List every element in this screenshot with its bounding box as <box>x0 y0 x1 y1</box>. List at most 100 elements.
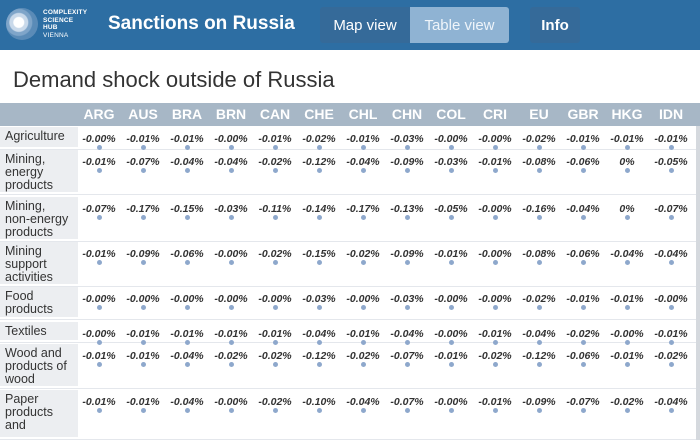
table-cell[interactable]: -0.07% <box>390 396 424 408</box>
table-cell[interactable]: -0.01% <box>82 396 116 408</box>
table-cell[interactable]: -0.00% <box>214 133 248 145</box>
table-cell[interactable]: -0.04% <box>654 248 688 260</box>
table-cell[interactable]: -0.17% <box>346 203 380 215</box>
table-cell[interactable]: -0.00% <box>478 203 512 215</box>
table-cell[interactable]: -0.01% <box>214 328 248 340</box>
table-cell[interactable]: 0% <box>619 156 635 168</box>
table-cell[interactable]: -0.02% <box>302 133 336 145</box>
table-cell[interactable]: -0.00% <box>434 293 468 305</box>
column-header-chl[interactable]: CHL <box>348 106 378 122</box>
table-cell[interactable]: -0.04% <box>566 203 600 215</box>
column-header-aus[interactable]: AUS <box>128 106 158 122</box>
column-header-can[interactable]: CAN <box>259 106 291 122</box>
column-header-arg[interactable]: ARG <box>83 106 115 122</box>
table-cell[interactable]: -0.01% <box>126 328 160 340</box>
table-cell[interactable]: -0.01% <box>610 133 644 145</box>
table-cell[interactable]: -0.07% <box>654 203 688 215</box>
table-cell[interactable]: -0.00% <box>434 133 468 145</box>
table-cell[interactable]: -0.03% <box>302 293 336 305</box>
table-cell[interactable]: -0.02% <box>258 248 292 260</box>
table-cell[interactable]: -0.06% <box>566 156 600 168</box>
table-cell[interactable]: -0.00% <box>82 328 116 340</box>
table-cell[interactable]: -0.00% <box>346 293 380 305</box>
table-cell[interactable]: -0.00% <box>214 396 248 408</box>
table-cell[interactable]: -0.07% <box>390 350 424 362</box>
table-cell[interactable]: -0.02% <box>654 350 688 362</box>
table-cell[interactable]: -0.01% <box>346 133 380 145</box>
table-cell[interactable]: -0.00% <box>126 293 160 305</box>
column-header-eu[interactable]: EU <box>529 106 549 122</box>
column-header-cri[interactable]: CRI <box>482 106 508 122</box>
table-cell[interactable]: 0% <box>619 203 635 215</box>
table-cell[interactable]: -0.04% <box>170 350 204 362</box>
table-cell[interactable]: -0.00% <box>478 133 512 145</box>
table-cell[interactable]: -0.01% <box>610 293 644 305</box>
table-cell[interactable]: -0.10% <box>302 396 336 408</box>
table-cell[interactable]: -0.01% <box>126 133 160 145</box>
table-cell[interactable]: -0.01% <box>566 133 600 145</box>
table-cell[interactable]: -0.01% <box>478 328 512 340</box>
table-cell[interactable]: -0.15% <box>302 248 336 260</box>
column-header-gbr[interactable]: GBR <box>567 106 599 122</box>
table-cell[interactable]: -0.01% <box>654 328 688 340</box>
table-cell[interactable]: -0.02% <box>566 328 600 340</box>
table-cell[interactable]: -0.00% <box>654 293 688 305</box>
table-cell[interactable]: -0.00% <box>434 396 468 408</box>
table-cell[interactable]: -0.12% <box>302 156 336 168</box>
table-cell[interactable]: -0.01% <box>126 396 160 408</box>
table-cell[interactable]: -0.02% <box>258 396 292 408</box>
column-header-hkg[interactable]: HKG <box>611 106 643 122</box>
table-cell[interactable]: -0.00% <box>478 248 512 260</box>
vertical-scrollbar[interactable] <box>696 126 700 440</box>
table-cell[interactable]: -0.04% <box>654 396 688 408</box>
table-cell[interactable]: -0.04% <box>522 328 556 340</box>
table-cell[interactable]: -0.02% <box>258 350 292 362</box>
table-cell[interactable]: -0.04% <box>346 156 380 168</box>
table-cell[interactable]: -0.01% <box>434 248 468 260</box>
table-cell[interactable]: -0.03% <box>434 156 468 168</box>
column-header-brn[interactable]: BRN <box>215 106 247 122</box>
table-cell[interactable]: -0.08% <box>522 248 556 260</box>
table-cell[interactable]: -0.00% <box>82 293 116 305</box>
column-header-bra[interactable]: BRA <box>171 106 203 122</box>
table-cell[interactable]: -0.01% <box>610 350 644 362</box>
column-header-idn[interactable]: IDN <box>658 106 684 122</box>
table-cell[interactable]: -0.03% <box>214 203 248 215</box>
table-cell[interactable]: -0.02% <box>610 396 644 408</box>
table-cell[interactable]: -0.01% <box>126 350 160 362</box>
table-cell[interactable]: -0.04% <box>302 328 336 340</box>
table-cell[interactable]: -0.01% <box>170 328 204 340</box>
table-cell[interactable]: -0.01% <box>434 350 468 362</box>
table-cell[interactable]: -0.05% <box>654 156 688 168</box>
column-header-chn[interactable]: CHN <box>391 106 423 122</box>
table-cell[interactable]: -0.01% <box>346 328 380 340</box>
table-cell[interactable]: -0.01% <box>654 133 688 145</box>
table-cell[interactable]: -0.00% <box>214 293 248 305</box>
table-cell[interactable]: -0.00% <box>170 293 204 305</box>
complexity-science-hub-logo[interactable]: COMPLEXITY SCIENCE HUB VIENNA <box>6 6 87 44</box>
table-cell[interactable]: -0.01% <box>478 396 512 408</box>
table-cell[interactable]: -0.00% <box>434 328 468 340</box>
table-cell[interactable]: -0.01% <box>258 328 292 340</box>
table-cell[interactable]: -0.06% <box>170 248 204 260</box>
table-cell[interactable]: -0.05% <box>434 203 468 215</box>
table-cell[interactable]: -0.01% <box>566 293 600 305</box>
table-cell[interactable]: -0.02% <box>522 133 556 145</box>
table-cell[interactable]: -0.09% <box>390 248 424 260</box>
table-cell[interactable]: -0.00% <box>82 133 116 145</box>
table-cell[interactable]: -0.15% <box>170 203 204 215</box>
table-cell[interactable]: -0.03% <box>390 133 424 145</box>
table-cell[interactable]: -0.04% <box>346 396 380 408</box>
table-cell[interactable]: -0.09% <box>522 396 556 408</box>
table-cell[interactable]: -0.02% <box>346 248 380 260</box>
table-cell[interactable]: -0.12% <box>522 350 556 362</box>
table-cell[interactable]: -0.07% <box>126 156 160 168</box>
table-cell[interactable]: -0.04% <box>214 156 248 168</box>
table-cell[interactable]: -0.02% <box>214 350 248 362</box>
table-cell[interactable]: -0.01% <box>82 156 116 168</box>
table-cell[interactable]: -0.00% <box>610 328 644 340</box>
table-cell[interactable]: -0.01% <box>170 133 204 145</box>
column-header-che[interactable]: CHE <box>304 106 334 122</box>
table-view-button[interactable]: Table view <box>410 7 509 43</box>
table-cell[interactable]: -0.09% <box>126 248 160 260</box>
